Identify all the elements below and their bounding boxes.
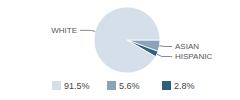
slice-label: WHITE <box>51 26 77 35</box>
pie <box>94 7 160 73</box>
legend: 91.5% 5.6% 2.8% <box>52 81 195 91</box>
legend-label: 2.8% <box>174 81 195 91</box>
chart: ASIANHISPANIC WHITE 91.5% 5.6% 2.8% <box>0 0 240 100</box>
leader-line <box>80 30 95 31</box>
leader-line <box>159 45 172 47</box>
leader-line <box>157 54 172 56</box>
pie-slice <box>94 7 160 73</box>
legend-swatch <box>162 81 171 90</box>
legend-label: 91.5% <box>64 81 90 91</box>
slice-label: HISPANIC <box>175 52 212 61</box>
legend-swatch <box>107 81 116 90</box>
legend-swatch <box>52 81 61 90</box>
slice-label: ASIAN <box>175 42 199 51</box>
legend-label: 5.6% <box>119 81 140 91</box>
